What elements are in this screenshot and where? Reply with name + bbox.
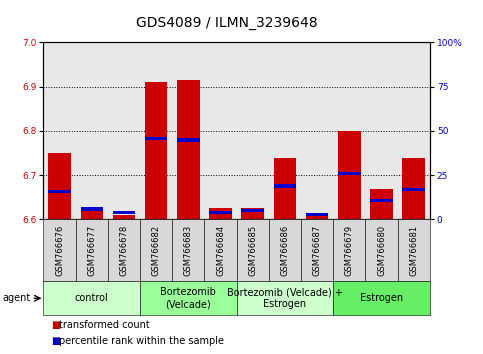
Bar xyxy=(370,188,393,219)
Text: Bortezomib
(Velcade): Bortezomib (Velcade) xyxy=(160,287,216,309)
Bar xyxy=(113,215,135,219)
Bar xyxy=(274,184,296,188)
Text: ■: ■ xyxy=(51,320,60,330)
Bar xyxy=(402,188,425,191)
Bar xyxy=(306,215,328,219)
Text: Estrogen: Estrogen xyxy=(360,293,403,303)
Bar xyxy=(274,158,296,219)
Bar xyxy=(145,137,168,140)
Bar xyxy=(48,190,71,193)
Bar xyxy=(242,209,264,212)
Bar xyxy=(242,209,264,219)
Text: GSM766683: GSM766683 xyxy=(184,225,193,276)
Text: GDS4089 / ILMN_3239648: GDS4089 / ILMN_3239648 xyxy=(136,16,318,30)
Text: GSM766676: GSM766676 xyxy=(55,225,64,276)
Bar xyxy=(113,211,135,214)
Text: control: control xyxy=(75,293,109,303)
Bar xyxy=(209,211,232,214)
Text: Bortezomib (Velcade) +
Estrogen: Bortezomib (Velcade) + Estrogen xyxy=(227,287,343,309)
Bar xyxy=(338,131,361,219)
Text: percentile rank within the sample: percentile rank within the sample xyxy=(59,336,225,346)
Text: GSM766677: GSM766677 xyxy=(87,225,96,276)
Bar xyxy=(177,80,199,219)
Text: GSM766685: GSM766685 xyxy=(248,225,257,276)
Text: GSM766679: GSM766679 xyxy=(345,225,354,276)
Text: GSM766687: GSM766687 xyxy=(313,225,322,276)
Text: GSM766678: GSM766678 xyxy=(119,225,128,276)
Bar xyxy=(209,209,232,219)
Bar xyxy=(338,172,361,175)
Bar xyxy=(402,158,425,219)
Text: ■: ■ xyxy=(51,336,60,346)
Bar xyxy=(81,211,103,219)
Text: GSM766680: GSM766680 xyxy=(377,225,386,276)
Bar xyxy=(81,207,103,211)
Text: GSM766681: GSM766681 xyxy=(409,225,418,276)
Text: transformed count: transformed count xyxy=(59,320,150,330)
Text: GSM766686: GSM766686 xyxy=(281,225,289,276)
Bar xyxy=(48,153,71,219)
Text: GSM766682: GSM766682 xyxy=(152,225,161,276)
Bar xyxy=(370,199,393,202)
Bar xyxy=(306,213,328,216)
Bar xyxy=(177,138,199,142)
Bar xyxy=(145,82,168,219)
Text: agent: agent xyxy=(2,293,30,303)
Text: GSM766684: GSM766684 xyxy=(216,225,225,276)
